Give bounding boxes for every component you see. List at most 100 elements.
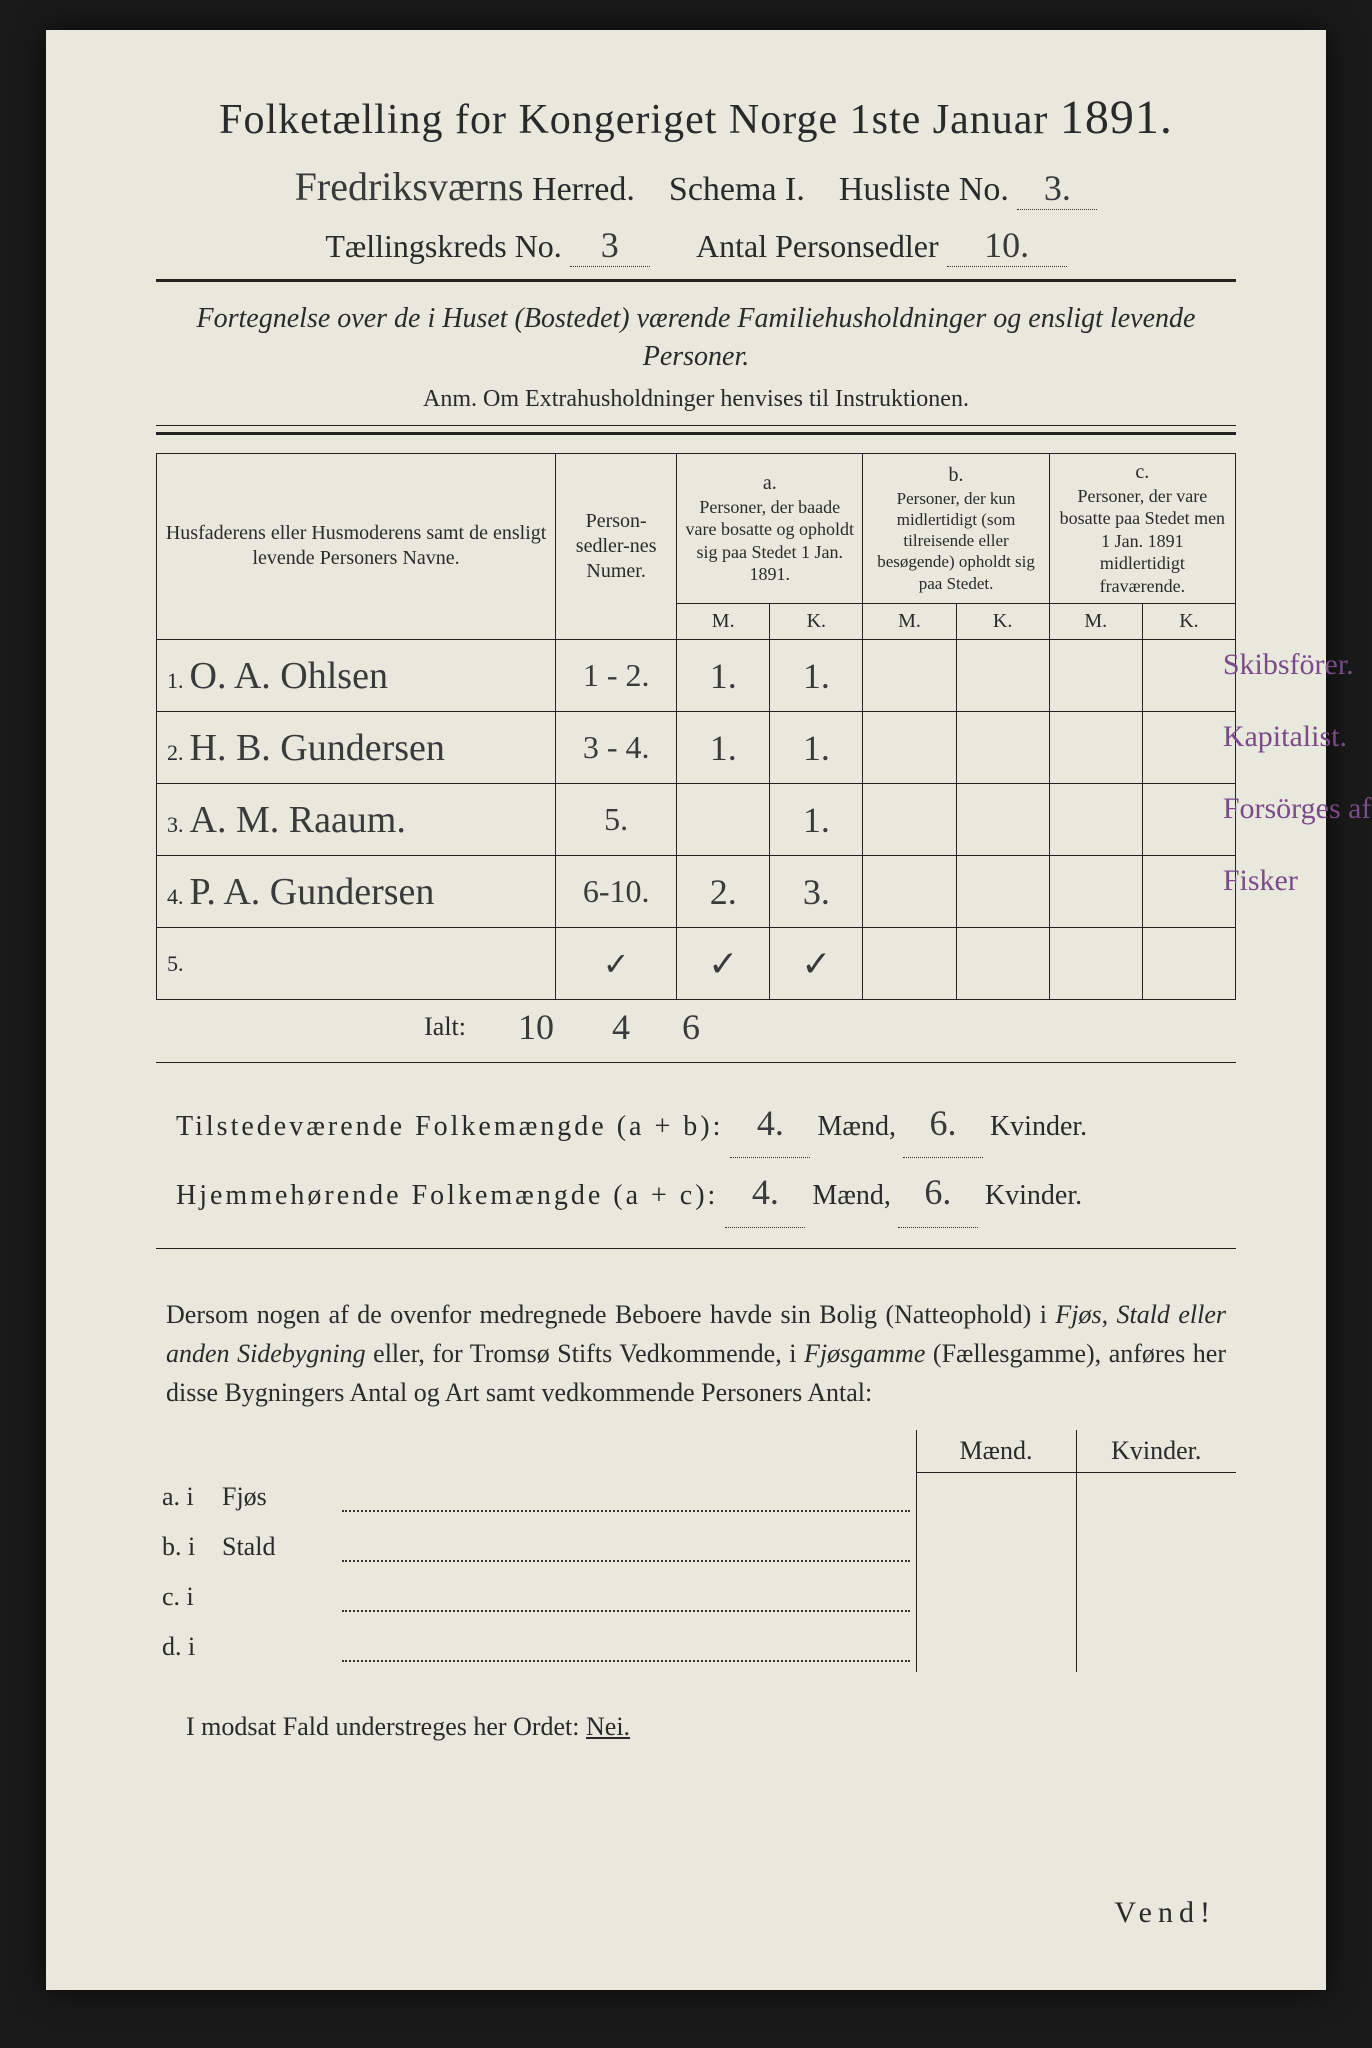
herred-name-handwritten: Fredriksværns: [295, 163, 524, 210]
antal-value: 10.: [947, 224, 1067, 267]
outbuilding-paragraph: Dersom nogen af de ovenfor medregnede Be…: [166, 1295, 1226, 1412]
row-number: 1.: [167, 668, 184, 693]
col-a-k: K.: [770, 604, 863, 640]
kvinder-label: Kvinder.: [990, 1111, 1087, 1142]
row-am: 1.: [677, 640, 770, 712]
col-b-top: b.: [871, 463, 1040, 488]
row-cm: [1049, 712, 1142, 784]
out-row-m: [916, 1572, 1076, 1622]
row-num: ✓: [556, 928, 677, 1000]
kreds-label: Tællingskreds No.: [325, 228, 561, 264]
row-cm: [1049, 928, 1142, 1000]
col-b-text: Personer, der kun midlertidigt (som tilr…: [871, 488, 1040, 594]
out-row-m: [916, 1622, 1076, 1672]
para-t2: eller, for Tromsø Stifts Vedkommende, i: [366, 1339, 804, 1368]
out-row-dots: [336, 1522, 916, 1572]
row-ck: Forsörges af Postbetjente.: [1142, 784, 1235, 856]
rule-3: [156, 432, 1236, 435]
col-a-header: a. Personer, der baade vare bosatte og o…: [677, 453, 863, 604]
row-name-cell: 5.: [157, 928, 556, 1000]
out-row-dots: [336, 1572, 916, 1622]
row-number: 5.: [167, 951, 184, 976]
col-c-m: M.: [1049, 604, 1142, 640]
row-bm: [863, 784, 956, 856]
kvinder-label-2: Kvinder.: [985, 1180, 1082, 1211]
col-b-m: M.: [863, 604, 956, 640]
col-c-text: Personer, der vare bosatte paa Stedet me…: [1058, 485, 1227, 598]
row-am: 1.: [677, 712, 770, 784]
summary-2-m: 4.: [725, 1158, 805, 1227]
anm-text: Anm. Om Extrahusholdninger henvises til …: [156, 386, 1236, 413]
ialt-row: Ialt: 10 4 6: [156, 1006, 1236, 1048]
out-row-type: [216, 1622, 336, 1672]
col-a-text: Personer, der baade vare bosatte og opho…: [685, 496, 854, 586]
modsat-text: I modsat Fald understreges her Ordet:: [186, 1712, 580, 1741]
subtitle-line-2: Tællingskreds No. 3 Antal Personsedler 1…: [156, 224, 1236, 267]
row-ak: ✓: [770, 928, 863, 1000]
row-name: H. B. Gundersen: [190, 726, 445, 770]
row-note: Fisker: [1223, 864, 1298, 898]
row-bm: [863, 640, 956, 712]
table-row: 3.A. M. Raaum.5.1.Forsörges af Postbetje…: [157, 784, 1236, 856]
row-name-cell: 4.P. A. Gundersen: [157, 856, 556, 928]
title-year: 1891.: [1060, 91, 1173, 144]
out-row-dots: [336, 1622, 916, 1672]
col-c-k: K.: [1142, 604, 1235, 640]
col-a-top: a.: [685, 471, 854, 496]
out-row-m: [916, 1472, 1076, 1522]
row-ak: 3.: [770, 856, 863, 928]
rule-5: [156, 1248, 1236, 1249]
row-num: 6-10.: [556, 856, 677, 928]
col-c-header: c. Personer, der vare bosatte paa Stedet…: [1049, 453, 1235, 604]
household-table: Husfaderens eller Husmoderens samt de en…: [156, 453, 1236, 1001]
husliste-label: Husliste No.: [839, 171, 1009, 208]
row-ak: 1.: [770, 640, 863, 712]
col-c-top: c.: [1058, 460, 1227, 485]
out-row-type: Fjøs: [216, 1472, 336, 1522]
row-name-cell: 1.O. A. Ohlsen: [157, 640, 556, 712]
col-b-header: b. Personer, der kun midlertidigt (som t…: [863, 453, 1049, 604]
row-bm: [863, 928, 956, 1000]
out-row-type: Stald: [216, 1522, 336, 1572]
row-note: Skibsförer.: [1223, 648, 1354, 682]
herred-label: Herred.: [532, 171, 635, 208]
husliste-no: 3.: [1017, 167, 1097, 210]
col-b-k: K.: [956, 604, 1049, 640]
row-bm: [863, 712, 956, 784]
row-name: P. A. Gundersen: [190, 870, 435, 914]
row-number: 3.: [167, 812, 184, 837]
rule-2: [156, 425, 1236, 426]
summary-line-2: Hjemmehørende Folkemængde (a + c): 4. Mæ…: [176, 1158, 1236, 1227]
table-row: 2.H. B. Gundersen3 - 4.1.1.Kapitalist.: [157, 712, 1236, 784]
out-kvinder-header: Kvinder.: [1076, 1430, 1236, 1473]
out-row-lbl: b. i: [156, 1522, 216, 1572]
row-num: 1 - 2.: [556, 640, 677, 712]
row-am: 2.: [677, 856, 770, 928]
row-ak: 1.: [770, 712, 863, 784]
out-row-k: [1076, 1622, 1236, 1672]
para-em2: Fjøsgamme: [804, 1339, 925, 1368]
title-line: Folketælling for Kongeriget Norge 1ste J…: [156, 90, 1236, 145]
summary-1-label: Tilstedeværende Folkemængde (a + b):: [176, 1111, 723, 1142]
row-number: 2.: [167, 740, 184, 765]
out-row-k: [1076, 1472, 1236, 1522]
outbuilding-row: a. iFjøs: [156, 1472, 1236, 1522]
para-t1: Dersom nogen af de ovenfor medregnede Be…: [166, 1300, 1055, 1329]
subtitle-line-1: Fredriksværns Herred. Schema I. Husliste…: [156, 163, 1236, 210]
table-row: 4.P. A. Gundersen6-10.2.3.Fisker: [157, 856, 1236, 928]
schema-label: Schema I.: [669, 171, 805, 208]
row-am: ✓: [677, 928, 770, 1000]
kreds-no: 3: [570, 224, 650, 267]
row-name-cell: 3.A. M. Raaum.: [157, 784, 556, 856]
row-name-cell: 2.H. B. Gundersen: [157, 712, 556, 784]
row-bk: [956, 856, 1049, 928]
out-row-lbl: d. i: [156, 1622, 216, 1672]
row-bm: [863, 856, 956, 928]
census-form-page: Folketælling for Kongeriget Norge 1ste J…: [46, 30, 1326, 1990]
rule-4: [156, 1062, 1236, 1063]
row-am: [677, 784, 770, 856]
summary-1-m: 4.: [730, 1089, 810, 1158]
summary-line-1: Tilstedeværende Folkemængde (a + b): 4. …: [176, 1089, 1236, 1158]
out-row-lbl: c. i: [156, 1572, 216, 1622]
ialt-am: 4: [591, 1006, 651, 1048]
